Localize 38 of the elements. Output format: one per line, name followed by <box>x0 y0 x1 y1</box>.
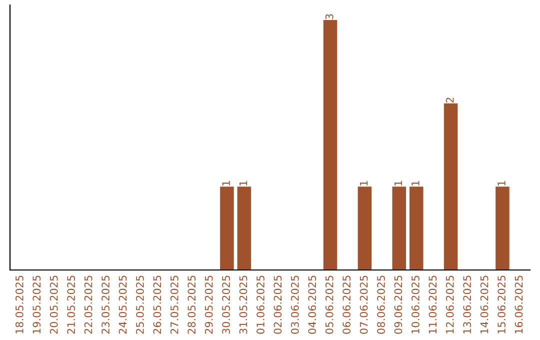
x-tick-label: 04.06.2025 <box>308 276 316 334</box>
x-tick-label: 07.06.2025 <box>360 276 368 334</box>
x-tick-label: 10.06.2025 <box>412 276 420 334</box>
x-tick-label: 30.05.2025 <box>222 276 230 334</box>
x-tick-label: 29.05.2025 <box>204 276 213 334</box>
x-tick-label: 03.06.2025 <box>290 276 299 334</box>
data-label: 1 <box>239 181 248 186</box>
x-tick-label: 06.06.2025 <box>342 276 351 334</box>
x-tick-label: 16.06.2025 <box>514 276 523 334</box>
x-tick-label: 28.05.2025 <box>188 276 196 334</box>
data-label: 1 <box>222 181 230 186</box>
x-tick-label: 24.05.2025 <box>118 276 127 334</box>
x-tick-label: 25.05.2025 <box>136 276 144 334</box>
x-tick-label: 27.05.2025 <box>170 276 178 334</box>
data-label: 1 <box>412 181 420 186</box>
x-tick-label: 31.05.2025 <box>239 276 248 334</box>
x-tick-label: 18.05.2025 <box>15 276 24 334</box>
x-tick-label: 11.06.2025 <box>428 276 437 334</box>
x-tick-label: 01.06.2025 <box>256 276 264 334</box>
x-tick-label: 13.06.2025 <box>463 276 472 334</box>
x-tick-label: 09.06.2025 <box>394 276 402 334</box>
x-tick-label: 12.06.2025 <box>446 276 454 334</box>
x-tick-label: 21.05.2025 <box>67 276 76 334</box>
x-tick-label: 23.05.2025 <box>102 276 110 334</box>
x-tick-label: 22.05.2025 <box>84 276 92 334</box>
x-tick-label: 20.05.2025 <box>50 276 58 334</box>
x-tick-label: 05.06.2025 <box>325 276 334 334</box>
x-tick-label: 26.05.2025 <box>153 276 162 334</box>
data-label: 1 <box>360 181 368 186</box>
x-tick-label: 15.06.2025 <box>498 276 506 334</box>
data-label: 1 <box>498 181 506 186</box>
data-label: 3 <box>325 14 334 20</box>
x-tick-label: 19.05.2025 <box>32 276 41 334</box>
x-tick-label: 14.06.2025 <box>480 276 488 334</box>
data-label: 1 <box>394 181 402 186</box>
data-label: 2 <box>446 98 454 103</box>
x-tick-label: 02.06.2025 <box>274 276 282 334</box>
x-tick-label: 08.06.2025 <box>377 276 385 334</box>
